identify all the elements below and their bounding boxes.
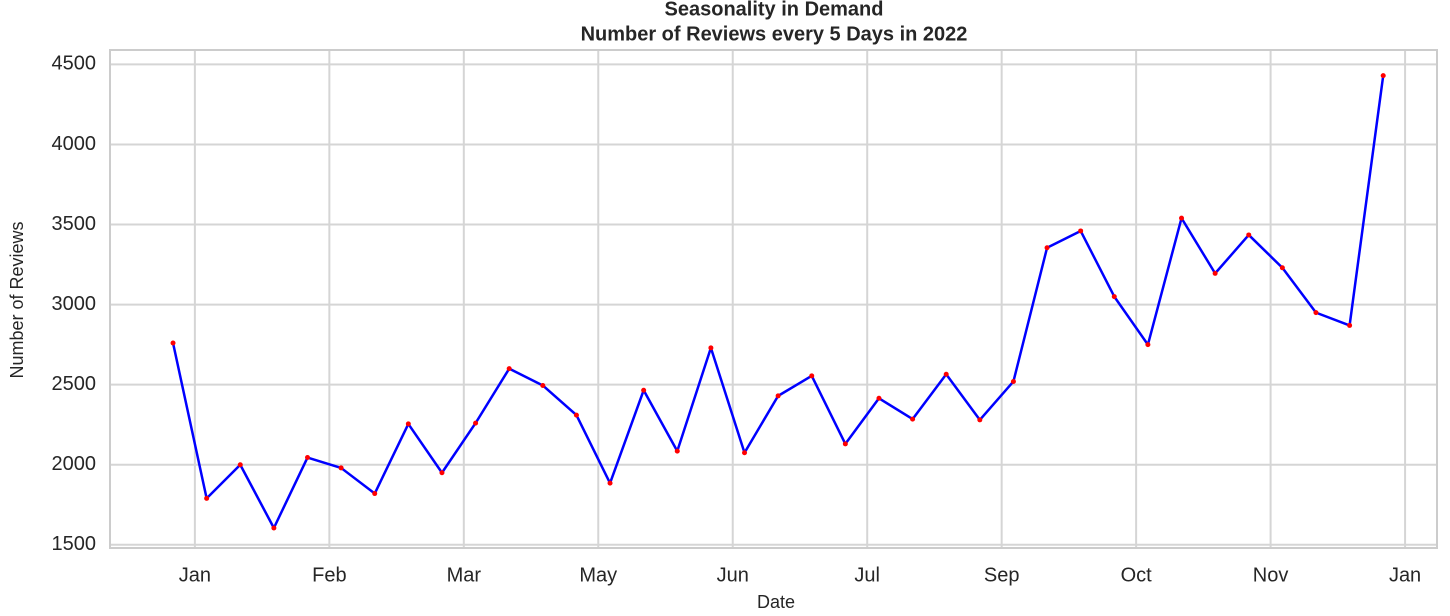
data-point <box>1347 322 1353 328</box>
data-point <box>573 412 579 418</box>
y-tick-label: 3000 <box>52 293 97 315</box>
data-point <box>842 441 848 447</box>
data-point <box>775 393 781 399</box>
data-point <box>1246 232 1252 238</box>
data-point <box>742 450 748 456</box>
data-point <box>1044 245 1050 251</box>
data-point <box>708 345 714 351</box>
y-tick-label: 2500 <box>52 373 97 395</box>
x-tick-label: Nov <box>1253 564 1289 586</box>
x-tick-label: Jan <box>1389 564 1421 586</box>
data-point <box>641 387 647 393</box>
data-point <box>876 395 882 401</box>
x-tick-label: Mar <box>447 564 482 586</box>
y-axis-label: Number of Reviews <box>7 221 27 378</box>
data-point <box>439 470 445 476</box>
data-point <box>372 491 378 497</box>
y-tick-label: 2000 <box>52 453 97 475</box>
data-point <box>809 373 815 379</box>
x-tick-label: Oct <box>1121 564 1153 586</box>
data-point <box>1279 265 1285 271</box>
data-point <box>1010 378 1016 384</box>
data-line <box>171 75 1385 530</box>
data-point <box>607 480 613 486</box>
x-tick-label: Jul <box>854 564 880 586</box>
y-tick-label: 3500 <box>52 213 97 235</box>
data-point <box>237 462 243 468</box>
data-point <box>910 416 916 422</box>
data-point <box>1380 73 1386 79</box>
y-tick-label: 1500 <box>52 533 97 555</box>
y-tick-label: 4500 <box>52 53 97 75</box>
chart-subtitle: Number of Reviews every 5 Days in 2022 <box>581 23 968 45</box>
data-point <box>304 455 310 461</box>
data-point <box>977 417 983 423</box>
data-point <box>1313 310 1319 316</box>
y-tick-label: 4000 <box>52 133 97 155</box>
x-tick-label: Sep <box>984 564 1020 586</box>
data-point <box>506 366 512 372</box>
x-tick-label: Feb <box>312 564 346 586</box>
data-point <box>473 420 479 426</box>
x-axis-label: Date <box>757 592 795 612</box>
data-point <box>204 495 210 501</box>
chart-title: Seasonality in Demand <box>665 0 884 20</box>
data-point <box>943 371 949 377</box>
data-point <box>674 448 680 454</box>
data-point <box>1111 294 1117 300</box>
data-point <box>1179 215 1185 221</box>
data-point <box>540 382 546 388</box>
plot-frame <box>109 49 1438 549</box>
data-point <box>338 465 344 471</box>
data-point <box>1212 270 1218 276</box>
data-point <box>1145 342 1151 348</box>
x-tick-label: Jan <box>179 564 211 586</box>
x-tick-label: Jun <box>717 564 749 586</box>
data-point <box>405 421 411 427</box>
data-point <box>1078 228 1084 234</box>
x-tick-label: May <box>579 564 617 586</box>
data-point <box>170 340 176 346</box>
data-point <box>271 525 277 531</box>
